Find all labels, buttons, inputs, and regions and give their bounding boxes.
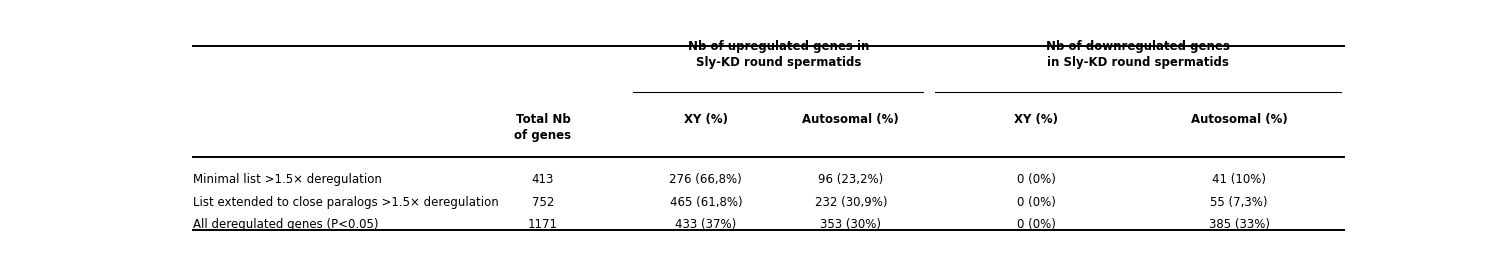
Text: 0 (0%): 0 (0%) — [1017, 173, 1056, 186]
Text: 752: 752 — [531, 196, 554, 209]
Text: 232 (30,9%): 232 (30,9%) — [814, 196, 887, 209]
Text: XY (%): XY (%) — [1014, 113, 1058, 125]
Text: 96 (23,2%): 96 (23,2%) — [818, 173, 883, 186]
Text: 385 (33%): 385 (33%) — [1209, 219, 1270, 231]
Text: All deregulated genes (P<0.05): All deregulated genes (P<0.05) — [193, 219, 378, 231]
Text: Nb of upregulated genes in
Sly-KD round spermatids: Nb of upregulated genes in Sly-KD round … — [688, 40, 869, 69]
Text: 433 (37%): 433 (37%) — [675, 219, 736, 231]
Text: 0 (0%): 0 (0%) — [1017, 219, 1056, 231]
Text: 276 (66,8%): 276 (66,8%) — [669, 173, 742, 186]
Text: 41 (10%): 41 (10%) — [1212, 173, 1266, 186]
Text: Total Nb
of genes: Total Nb of genes — [515, 113, 571, 142]
Text: 465 (61,8%): 465 (61,8%) — [670, 196, 742, 209]
Text: Nb of downregulated genes
in Sly-KD round spermatids: Nb of downregulated genes in Sly-KD roun… — [1046, 40, 1230, 69]
Text: List extended to close paralogs >1.5× deregulation: List extended to close paralogs >1.5× de… — [193, 196, 498, 209]
Text: 0 (0%): 0 (0%) — [1017, 196, 1056, 209]
Text: Autosomal (%): Autosomal (%) — [1191, 113, 1288, 125]
Text: 413: 413 — [531, 173, 554, 186]
Text: 55 (7,3%): 55 (7,3%) — [1210, 196, 1269, 209]
Text: Minimal list >1.5× deregulation: Minimal list >1.5× deregulation — [193, 173, 381, 186]
Text: XY (%): XY (%) — [684, 113, 729, 125]
Text: 1171: 1171 — [528, 219, 558, 231]
Text: Autosomal (%): Autosomal (%) — [802, 113, 899, 125]
Text: 353 (30%): 353 (30%) — [820, 219, 881, 231]
